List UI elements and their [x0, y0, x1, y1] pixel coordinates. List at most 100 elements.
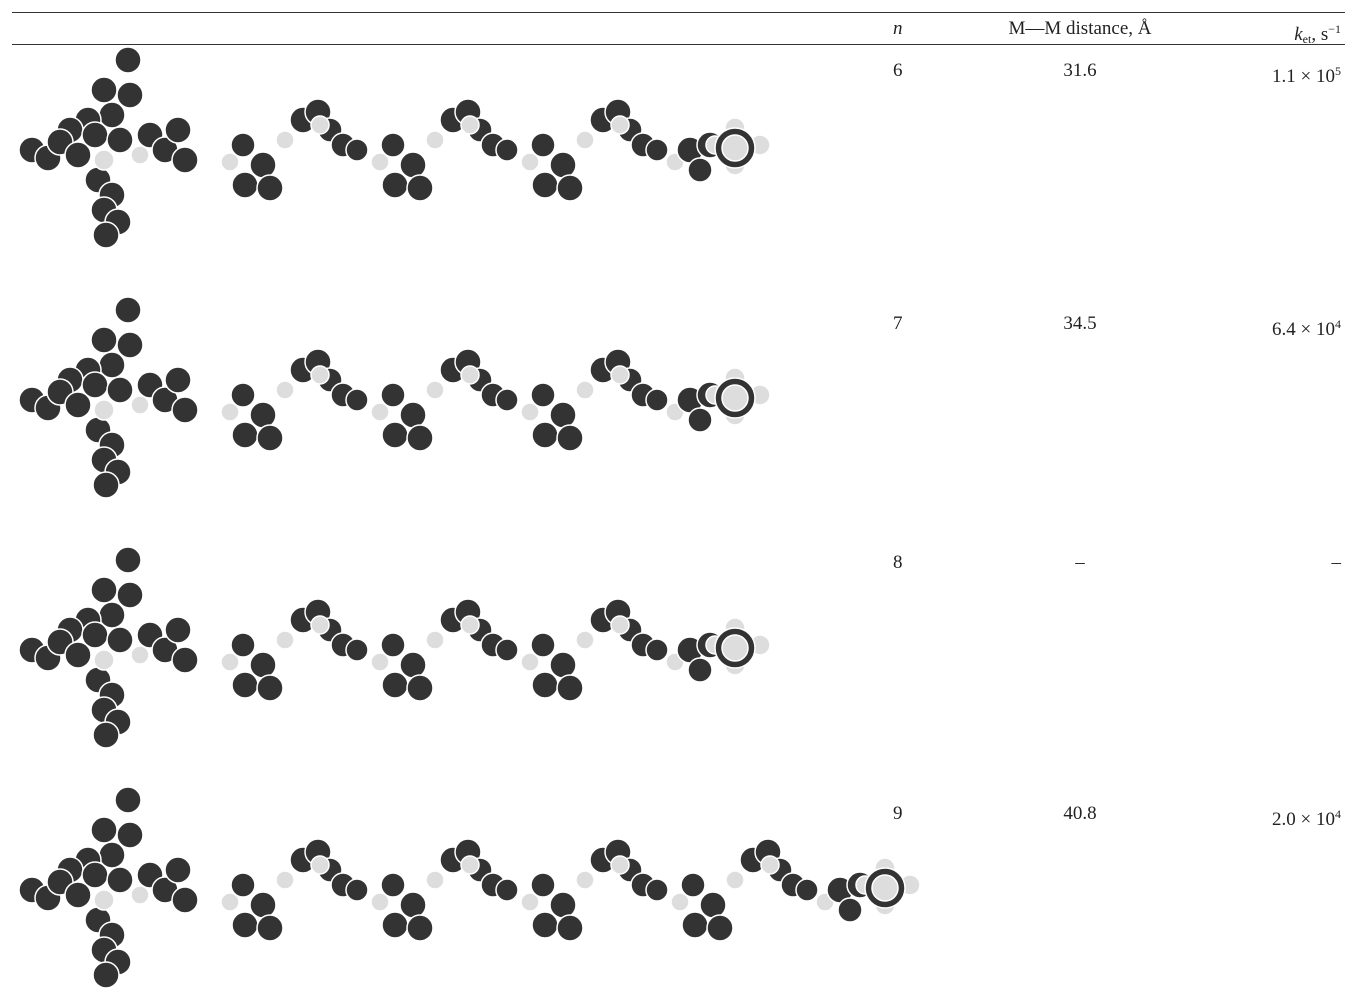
atom: [495, 878, 519, 902]
atom: [687, 657, 713, 683]
rate-cell: 6.4 × 104: [1272, 313, 1341, 341]
atom: [275, 870, 295, 890]
atom: [64, 391, 92, 419]
atom: [164, 856, 192, 884]
atom: [645, 878, 669, 902]
atom: [406, 914, 434, 942]
atom: [381, 911, 409, 939]
rate-exponent: 4: [1335, 807, 1341, 821]
atom: [116, 331, 144, 359]
atom: [406, 674, 434, 702]
atom: [549, 151, 577, 179]
atom: [645, 638, 669, 662]
n-cell: 7: [893, 313, 903, 334]
atom: [310, 855, 330, 875]
atom: [171, 396, 199, 424]
atom: [90, 326, 118, 354]
atom: [399, 401, 427, 429]
atom: [90, 816, 118, 844]
atom: [530, 382, 556, 408]
atom: [106, 376, 134, 404]
rate-mantissa: –: [1331, 552, 1342, 573]
atom: [93, 649, 115, 671]
atom: [610, 115, 630, 135]
atom: [380, 632, 406, 658]
rate-symbol: k: [1294, 24, 1303, 45]
atom: [460, 615, 480, 635]
atom: [220, 652, 240, 672]
atom: [130, 645, 150, 665]
atom: [90, 76, 118, 104]
atom: [171, 146, 199, 174]
atom: [556, 674, 584, 702]
atom: [345, 138, 369, 162]
atom: [645, 138, 669, 162]
atom: [725, 870, 745, 890]
atom: [230, 632, 256, 658]
n-cell: 6: [893, 60, 903, 81]
header-distance: M—M distance, Å: [1008, 18, 1152, 39]
atom: [275, 380, 295, 400]
atom: [249, 151, 277, 179]
atom: [90, 576, 118, 604]
atom: [106, 126, 134, 154]
atom: [549, 891, 577, 919]
n-cell: 8: [893, 552, 903, 573]
atom: [64, 641, 92, 669]
atom: [610, 855, 630, 875]
atom: [575, 870, 595, 890]
atom: [380, 132, 406, 158]
atom: [531, 671, 559, 699]
atom: [531, 911, 559, 939]
top-rule: [12, 12, 1345, 13]
atom: [230, 382, 256, 408]
atom: [495, 638, 519, 662]
atom: [345, 388, 369, 412]
atom: [116, 581, 144, 609]
atom: [687, 157, 713, 183]
rate-exponent: −1: [1328, 22, 1341, 36]
atom: [721, 384, 749, 412]
distance-cell: 34.5: [1063, 313, 1097, 334]
atom: [699, 891, 727, 919]
atom: [220, 402, 240, 422]
rate-mantissa: 1.1 × 10: [1272, 66, 1335, 87]
atom: [275, 630, 295, 650]
atom: [406, 424, 434, 452]
atom: [130, 145, 150, 165]
atom: [164, 366, 192, 394]
atom: [114, 46, 142, 74]
rate-cell: 2.0 × 104: [1272, 803, 1341, 831]
distance-cell: 40.8: [1063, 803, 1097, 824]
rate-mantissa: 2.0 × 10: [1272, 809, 1335, 830]
atom: [381, 671, 409, 699]
atom: [231, 171, 259, 199]
atom: [231, 911, 259, 939]
atom: [114, 546, 142, 574]
atom: [275, 130, 295, 150]
distance-cell: 31.6: [1063, 60, 1097, 81]
rate-cell: –: [1332, 552, 1342, 574]
atom: [92, 961, 120, 988]
atom: [370, 152, 390, 172]
atom: [171, 886, 199, 914]
atom: [520, 402, 540, 422]
atom: [92, 221, 120, 249]
atom: [495, 138, 519, 162]
atom: [380, 382, 406, 408]
atom: [92, 721, 120, 749]
atom: [130, 885, 150, 905]
atom: [399, 891, 427, 919]
atom: [425, 870, 445, 890]
atom: [310, 365, 330, 385]
atom: [93, 889, 115, 911]
atom: [721, 634, 749, 662]
atom: [795, 878, 819, 902]
atom: [231, 421, 259, 449]
atom: [549, 401, 577, 429]
atom: [520, 652, 540, 672]
atom: [345, 878, 369, 902]
atom: [520, 152, 540, 172]
rate-unit: , s: [1311, 24, 1329, 45]
